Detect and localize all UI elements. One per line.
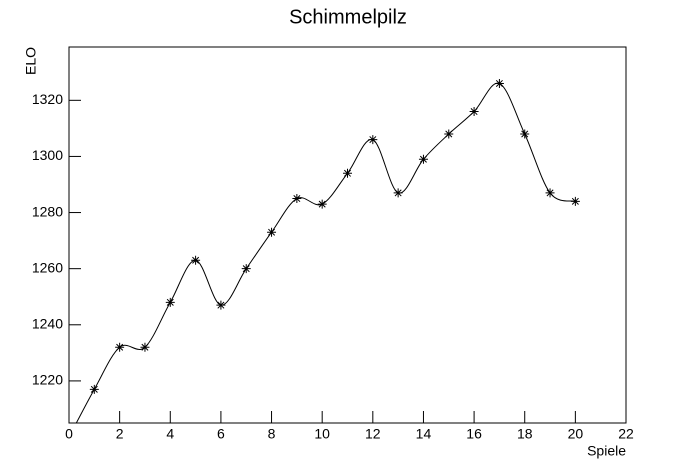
marker (520, 129, 530, 139)
y-tick-label: 1260 (32, 259, 63, 275)
x-axis-label: Spiele (587, 443, 626, 459)
marker (89, 384, 99, 394)
marker (343, 168, 352, 178)
plot-area (75, 78, 580, 423)
marker (570, 196, 580, 206)
x-tick-label: 2 (116, 426, 124, 442)
marker (292, 194, 302, 204)
marker (115, 342, 125, 352)
x-tick-label: 6 (217, 426, 225, 442)
marker (393, 188, 403, 198)
y-tick-label: 1280 (32, 203, 63, 219)
x-tick-label: 12 (365, 426, 381, 442)
x-tick-label: 14 (416, 426, 432, 442)
chart-title: Schimmelpilz (289, 6, 407, 28)
marker (241, 264, 251, 274)
marker (216, 300, 226, 310)
y-axis-label: ELO (23, 47, 39, 75)
x-tick-label: 4 (166, 426, 174, 442)
y-tick-label: 1220 (32, 372, 63, 388)
y-tick-label: 1240 (32, 315, 63, 331)
x-tick-label: 10 (314, 426, 330, 442)
x-tick-label: 8 (268, 426, 276, 442)
line (75, 82, 576, 423)
marker (494, 78, 504, 88)
marker (545, 188, 555, 198)
y-tick-label: 1300 (32, 147, 63, 163)
marker (444, 129, 454, 139)
marker (469, 107, 479, 117)
marker (140, 342, 150, 352)
marker (191, 255, 201, 265)
x-tick-label: 16 (466, 426, 482, 442)
marker (368, 135, 378, 145)
x-tick-label: 0 (65, 426, 73, 442)
x-tick-label: 20 (568, 426, 584, 442)
marker (418, 154, 428, 164)
plot-frame (68, 46, 627, 424)
marker (267, 227, 277, 237)
x-tick-label: 22 (618, 426, 634, 442)
y-tick-label: 1320 (32, 91, 63, 107)
marker (317, 199, 327, 209)
x-tick-label: 18 (517, 426, 533, 442)
marker (165, 297, 175, 307)
